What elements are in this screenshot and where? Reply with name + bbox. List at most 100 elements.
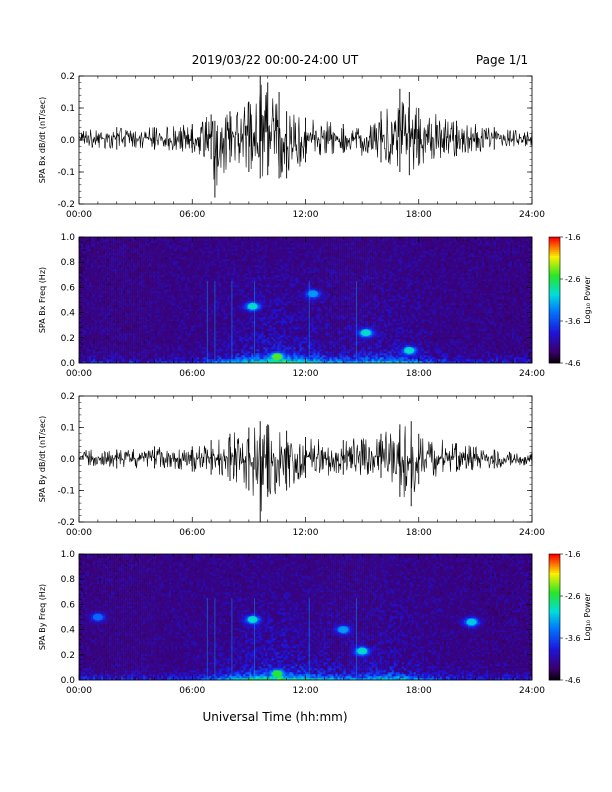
spectrogram-cell [181, 349, 184, 352]
spectrogram-cell [209, 359, 212, 362]
spectrogram-cell [115, 351, 118, 354]
spectrogram-cell [211, 353, 214, 356]
spectrogram-cell [195, 315, 198, 318]
spectrogram-cell [83, 273, 86, 276]
spectrogram-cell [137, 319, 140, 322]
spectrogram-cell [205, 329, 208, 332]
spectrogram-cell [131, 265, 134, 268]
spectrogram-cell [129, 267, 132, 270]
spectrogram-cell [217, 321, 220, 324]
spectrogram-cell [203, 305, 206, 308]
spectrogram-cell [115, 281, 118, 284]
spectrogram-cell [179, 249, 182, 252]
spectrogram-cell [155, 341, 158, 344]
spectrogram-cell [87, 359, 90, 362]
spectrogram-cell [179, 333, 182, 336]
spectrogram-cell [115, 323, 118, 326]
spectrogram-cell [151, 353, 154, 356]
spectrogram-cell [87, 287, 90, 290]
spectrogram-cell [193, 319, 196, 322]
spectrogram-cell [115, 237, 118, 240]
spectrogram-cell [185, 289, 188, 292]
spectrogram-cell [107, 285, 110, 288]
spectrogram-cell [221, 253, 224, 256]
spectrogram-cell [157, 269, 160, 272]
spectrogram-cell [151, 331, 154, 334]
spectrogram-cell [167, 265, 170, 268]
spectrogram-cell [185, 287, 188, 290]
spectrogram-cell [221, 297, 224, 300]
spectrogram-cell [129, 237, 132, 240]
spectrogram-cell [207, 285, 210, 288]
spectrogram-cell [83, 257, 86, 260]
spectrogram-cell [213, 315, 216, 318]
spectrogram-cell [125, 249, 128, 252]
spectrogram-cell [159, 325, 162, 328]
spectrogram-cell [175, 331, 178, 334]
spectrogram-cell [193, 301, 196, 304]
spectrogram-cell [231, 325, 234, 328]
spectrogram-cell [109, 329, 112, 332]
spectrogram-cell [195, 291, 198, 294]
spectrogram-cell [181, 309, 184, 312]
spectrogram-cell [97, 249, 100, 252]
spectrogram-cell [133, 299, 136, 302]
spectrogram-cell [127, 295, 130, 298]
spectrogram-cell [189, 323, 192, 326]
spectrogram-cell [105, 261, 108, 264]
spectrogram-cell [175, 329, 178, 332]
spectrogram-cell [93, 239, 96, 242]
spectrogram-cell [215, 253, 218, 256]
spectrogram-cell [113, 283, 116, 286]
spectrogram-cell [195, 359, 198, 362]
spectrogram-cell [215, 299, 218, 302]
spectrogram-cell [177, 311, 180, 314]
spectrogram-cell [211, 249, 214, 252]
spectrogram-cell [131, 313, 134, 316]
spectrogram-cell [195, 267, 198, 270]
spectrogram-cell [181, 247, 184, 250]
spectrogram-cell [195, 307, 198, 310]
spectrogram-cell [123, 357, 126, 360]
spectrogram-cell [91, 281, 94, 284]
spectrogram-cell [195, 321, 198, 324]
spectrogram-cell [207, 275, 210, 278]
spectrogram-cell [83, 301, 86, 304]
spectrogram-cell [203, 347, 206, 350]
spectrogram-cell [125, 349, 128, 352]
spectrogram-cell [209, 261, 212, 264]
spectrogram-cell [223, 357, 226, 360]
spectrogram-cell [219, 321, 222, 324]
spectrogram-cell [179, 323, 182, 326]
spectrogram-cell [93, 307, 96, 310]
spectrogram-cell [175, 265, 178, 268]
spectrogram-cell [199, 345, 202, 348]
spectrogram-cell [205, 249, 208, 252]
spectrogram-cell [79, 265, 82, 268]
spectrogram-cell [139, 355, 142, 358]
spectrogram-cell [89, 325, 92, 328]
spectrogram-cell [135, 333, 138, 336]
spectrogram-cell [213, 347, 216, 350]
spectrogram-cell [97, 257, 100, 260]
spectrogram-cell [95, 259, 98, 262]
spectrogram-cell [113, 253, 116, 256]
spectrogram-cell [101, 343, 104, 346]
spectrogram-cell [163, 293, 166, 296]
spectrogram-cell [209, 289, 212, 292]
spectrogram-cell [109, 341, 112, 344]
spectrogram-cell [81, 239, 84, 242]
spectrogram-cell [207, 359, 210, 362]
spectrogram-cell [87, 253, 90, 256]
spectrogram-cell [135, 273, 138, 276]
spectrogram-cell [139, 253, 142, 256]
spectrogram-cell [105, 335, 108, 338]
spectrogram-cell [187, 355, 190, 358]
spectrogram-cell [131, 283, 134, 286]
spectrogram-cell [169, 305, 172, 308]
spectrogram-cell [109, 297, 112, 300]
spectrogram-cell [107, 249, 110, 252]
spectrogram-cell [227, 315, 230, 318]
spectrogram-cell [83, 269, 86, 272]
spectrogram-cell [135, 309, 138, 312]
